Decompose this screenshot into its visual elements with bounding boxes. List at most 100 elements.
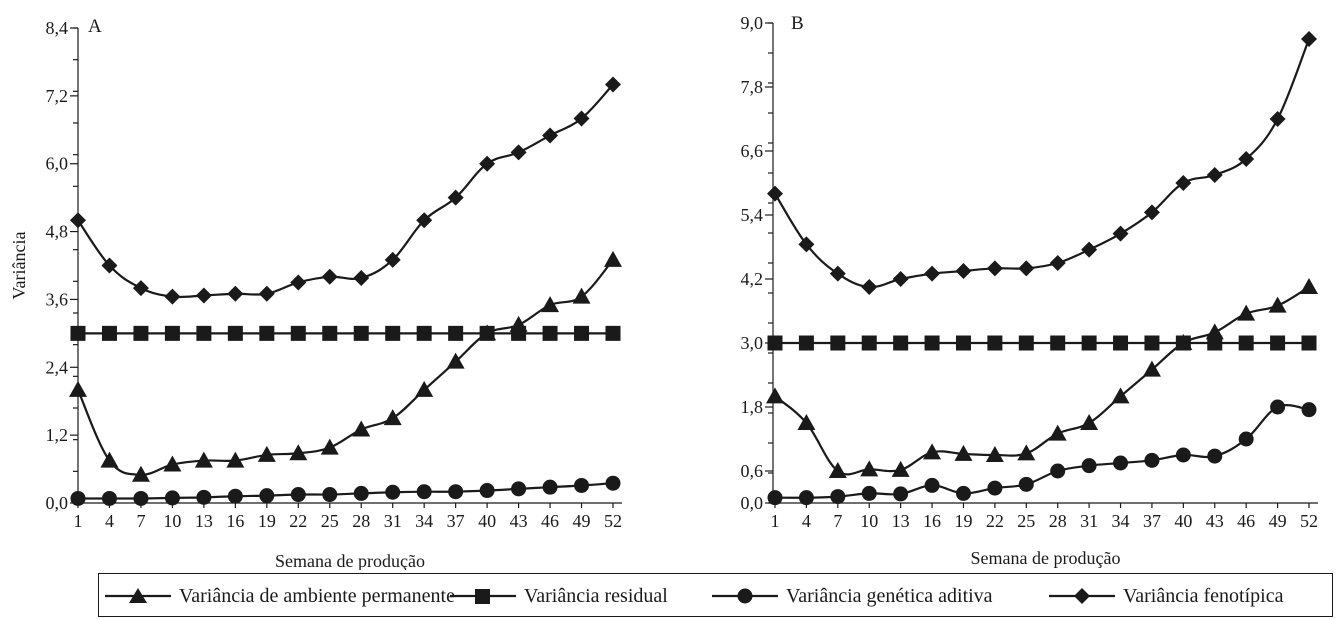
x-tick-label: 40 xyxy=(1174,511,1192,531)
x-tick-label: 10 xyxy=(860,511,878,531)
data-point-residual xyxy=(385,325,401,341)
data-point-ambiente xyxy=(1300,278,1318,294)
data-point-genetica xyxy=(1081,458,1097,474)
data-point-residual xyxy=(196,325,212,341)
data-point-residual xyxy=(164,325,180,341)
x-tick-label: 52 xyxy=(604,511,622,531)
data-point-ambiente xyxy=(320,438,339,455)
y-tick-label: 1,2 xyxy=(46,425,69,445)
series-residual xyxy=(70,325,621,341)
data-point-fenotipica xyxy=(1175,175,1192,191)
data-point-ambiente xyxy=(954,444,973,461)
data-point-residual xyxy=(605,325,621,341)
panel-label: B xyxy=(791,13,804,34)
data-point-genetica xyxy=(385,484,401,500)
data-point-genetica xyxy=(70,490,86,506)
data-point-residual xyxy=(1081,335,1097,351)
data-point-genetica xyxy=(1207,448,1223,464)
triangle-marker-icon xyxy=(105,588,171,603)
x-tick-label: 13 xyxy=(892,511,910,531)
x-tick-label: 49 xyxy=(1269,511,1287,531)
legend-label-fenotipica: Variância fenotípica xyxy=(1123,584,1284,607)
data-point-ambiente xyxy=(446,352,465,369)
data-point-ambiente xyxy=(923,443,942,460)
data-point-genetica xyxy=(955,485,971,501)
data-point-ambiente xyxy=(828,462,847,478)
data-point-residual xyxy=(830,335,846,351)
data-point-ambiente xyxy=(131,465,150,482)
data-point-ambiente xyxy=(1268,296,1287,313)
data-point-residual xyxy=(133,325,149,341)
x-tick-label: 4 xyxy=(105,511,114,531)
y-tick-label: 0,6 xyxy=(741,461,764,481)
data-point-genetica xyxy=(133,490,149,506)
data-point-residual xyxy=(574,325,590,341)
data-point-fenotipica xyxy=(955,263,972,279)
data-point-fenotipica xyxy=(767,185,783,202)
data-point-fenotipica xyxy=(1081,241,1098,258)
data-point-residual xyxy=(542,325,558,341)
data-point-residual xyxy=(259,325,275,341)
x-tick-label: 22 xyxy=(289,511,307,531)
data-point-genetica xyxy=(259,488,275,504)
x-tick-label: 7 xyxy=(136,511,145,531)
data-point-residual xyxy=(1238,335,1254,351)
series-line-genetica xyxy=(78,482,614,500)
data-point-fenotipica xyxy=(1112,225,1129,242)
data-point-genetica xyxy=(196,489,212,505)
series-fenotipica xyxy=(70,76,621,305)
x-tick-label: 40 xyxy=(478,511,496,531)
x-tick-label: 31 xyxy=(384,511,402,531)
data-point-genetica xyxy=(1144,452,1160,468)
data-point-genetica xyxy=(605,475,621,491)
data-point-fenotipica xyxy=(416,212,433,229)
data-point-fenotipica xyxy=(1143,204,1160,221)
data-point-residual xyxy=(1301,335,1317,351)
figure: 0,0 1,2 2,4 3,6 4,8 6,0 7,2 8,4 1 4 7 10 13 16 19 22 25 2… xyxy=(9,13,1318,570)
data-point-fenotipica xyxy=(829,265,846,282)
data-point-residual xyxy=(1113,335,1129,351)
data-point-residual xyxy=(767,335,783,351)
y-tick-label: 5,4 xyxy=(741,205,764,225)
legend: Variância de ambiente permanente Variânc… xyxy=(98,573,1333,617)
data-point-fenotipica xyxy=(1018,260,1035,277)
data-point-fenotipica xyxy=(353,269,370,286)
data-point-genetica xyxy=(893,486,909,502)
data-point-residual xyxy=(70,325,86,341)
x-tick-label: 16 xyxy=(226,511,244,531)
panel-label: A xyxy=(88,16,102,37)
y-tick-label: 8,4 xyxy=(46,18,69,38)
x-tick-label: 49 xyxy=(573,511,591,531)
data-point-residual xyxy=(1018,335,1034,351)
data-point-genetica xyxy=(1301,402,1317,418)
y-tick-label: 3,0 xyxy=(741,333,764,353)
data-point-fenotipica xyxy=(258,285,275,302)
x-tick-label: 46 xyxy=(541,511,559,531)
series-fenotipica xyxy=(767,31,1317,295)
square-marker-icon xyxy=(450,589,516,604)
data-point-residual xyxy=(227,325,243,341)
series-line-ambiente xyxy=(774,286,1310,476)
data-point-ambiente xyxy=(352,420,371,437)
data-point-genetica xyxy=(861,485,877,501)
data-point-fenotipica xyxy=(798,236,815,253)
data-point-fenotipica xyxy=(510,144,527,161)
data-point-residual xyxy=(1270,335,1286,351)
data-point-residual xyxy=(861,335,877,351)
data-point-genetica xyxy=(290,487,306,503)
data-point-residual xyxy=(987,335,1003,351)
data-point-residual xyxy=(479,325,495,341)
data-point-residual xyxy=(353,325,369,341)
y-tick-label: 7,2 xyxy=(46,86,69,106)
data-point-fenotipica xyxy=(132,280,149,297)
x-tick-label: 7 xyxy=(833,511,842,531)
x-axis-label: Semana de produção xyxy=(275,551,425,570)
data-point-genetica xyxy=(1018,476,1034,492)
data-point-fenotipica xyxy=(321,268,338,285)
data-point-fenotipica xyxy=(1238,151,1255,167)
series-residual xyxy=(767,335,1317,351)
series-genetica xyxy=(767,399,1317,506)
x-tick-label: 28 xyxy=(352,511,370,531)
data-point-ambiente xyxy=(541,296,560,313)
series-line-fenotipica xyxy=(77,83,614,299)
